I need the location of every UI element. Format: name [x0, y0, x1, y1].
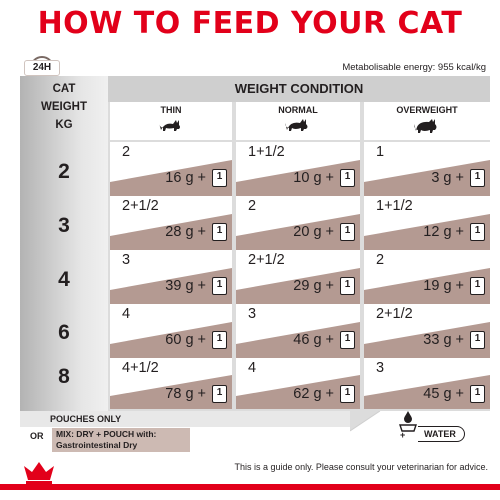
water-label: WATER: [418, 426, 465, 442]
cat-overweight-icon: [414, 119, 437, 133]
cell-overweight-3kg: 1+1/2 12 g + 1: [364, 196, 490, 250]
pouch-icon: 1: [470, 331, 485, 349]
cell-overweight-4kg: 2 19 g + 1: [364, 250, 490, 304]
pouch-icon: 1: [212, 331, 227, 349]
pouch-icon: 1: [212, 385, 227, 403]
cell-overweight-6kg: 2+1/2 33 g + 1: [364, 304, 490, 358]
legend-mix: MIX: DRY + POUCH with: Gastrointestinal …: [52, 428, 190, 452]
brand-logo: [14, 458, 64, 488]
cell-overweight-8kg: 3 45 g + 1: [364, 358, 490, 409]
cell-normal-8kg: 4 62 g + 1: [236, 358, 360, 409]
footer-note: This is a guide only. Please consult you…: [234, 462, 488, 472]
pouch-icon: 1: [212, 169, 227, 187]
legend-pouches-only: POUCHES ONLY: [20, 411, 350, 427]
pouch-icon: 1: [340, 385, 355, 403]
pouch-icon: 1: [340, 277, 355, 295]
24h-badge: 24H: [24, 60, 60, 76]
cat-weight-header: CAT WEIGHT KG: [41, 83, 87, 131]
pouch-icon: 1: [340, 331, 355, 349]
pouch-icon: 1: [470, 385, 485, 403]
row-weight-3: 3: [58, 214, 70, 237]
cat-thin-icon: [159, 120, 180, 131]
cell-thin-4kg: 3 39 g + 1: [110, 250, 232, 304]
pouch-icon: 1: [212, 223, 227, 241]
pouch-icon: 1: [470, 223, 485, 241]
cell-normal-6kg: 3 46 g + 1: [236, 304, 360, 358]
cat-normal-icon: [285, 119, 308, 131]
cell-normal-2kg: 1+1/2 10 g + 1: [236, 142, 360, 196]
legend-water-divider: [350, 411, 381, 432]
cell-thin-3kg: 2+1/2 28 g + 1: [110, 196, 232, 250]
cell-thin-8kg: 4+1/2 78 g + 1: [110, 358, 232, 409]
column-thin: THIN: [110, 102, 232, 140]
cell-thin-2kg: 2 16 g + 1: [110, 142, 232, 196]
pouch-icon: 1: [212, 277, 227, 295]
cell-normal-4kg: 2+1/2 29 g + 1: [236, 250, 360, 304]
pouch-icon: 1: [470, 277, 485, 295]
page-title: HOW TO FEED YOUR CAT: [37, 6, 463, 41]
cell-thin-6kg: 4 60 g + 1: [110, 304, 232, 358]
pouch-icon: 1: [340, 223, 355, 241]
cell-normal-3kg: 2 20 g + 1: [236, 196, 360, 250]
energy-label: Metabolisable energy: 955 kcal/kg: [342, 62, 486, 73]
brand-bar: [0, 484, 500, 490]
row-weight-4: 4: [58, 268, 70, 291]
cat-weight-column: [20, 76, 108, 411]
row-weight-2: 2: [58, 160, 70, 183]
water-bowl-icon: [399, 411, 417, 432]
column-normal: NORMAL: [236, 102, 360, 140]
pouch-icon: 1: [340, 169, 355, 187]
pouch-icon: 1: [470, 169, 485, 187]
row-weight-6: 6: [58, 321, 70, 344]
row-weight-8: 8: [58, 365, 70, 388]
legend-or: OR: [30, 431, 44, 441]
weight-condition-header: WEIGHT CONDITION: [108, 76, 490, 102]
cell-overweight-2kg: 1 3 g + 1: [364, 142, 490, 196]
water-plus: +: [400, 430, 406, 440]
column-overweight: OVERWEIGHT: [364, 102, 490, 140]
